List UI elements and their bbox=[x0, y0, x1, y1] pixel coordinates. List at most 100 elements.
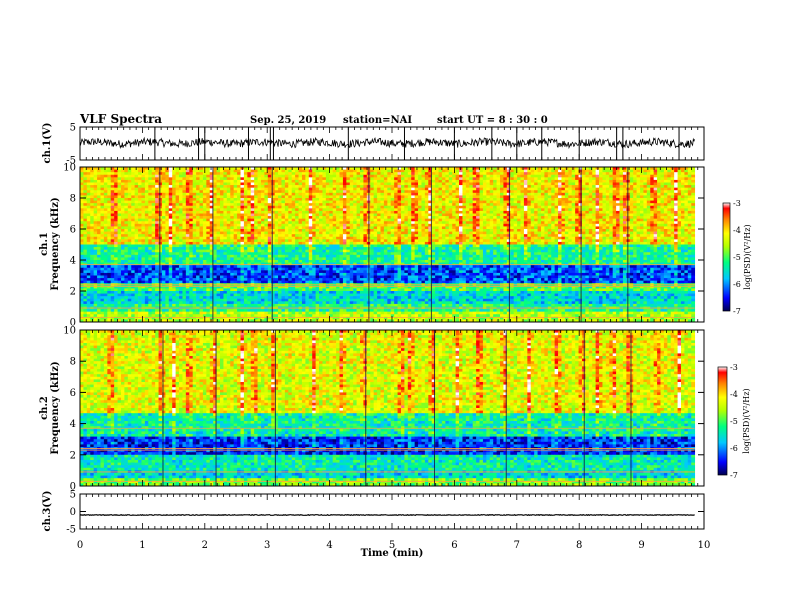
ch1-spectrogram-cell bbox=[340, 216, 344, 219]
ch1-spectrogram-cell bbox=[678, 208, 682, 211]
ch1-spectrogram-cell bbox=[370, 185, 374, 188]
ch1-spectrogram-cell bbox=[346, 226, 350, 229]
ch1-spectrogram-cell bbox=[213, 216, 217, 219]
ch1-spectrogram-cell bbox=[387, 172, 391, 175]
ch1-spectrogram-cell bbox=[473, 198, 477, 201]
ch1-spectrogram-cell bbox=[483, 180, 487, 183]
ch1-spectrogram-cell bbox=[275, 170, 279, 173]
ch1-spectrogram-cell bbox=[592, 232, 596, 235]
ch1-spectrogram-cell bbox=[131, 221, 135, 224]
ch1-spectrogram-cell bbox=[524, 211, 528, 214]
ch1-spectrogram-cell bbox=[575, 177, 579, 180]
ch1-spectrogram-cell bbox=[551, 190, 555, 193]
ch1-spectrogram-cell bbox=[223, 177, 227, 180]
ch1-spectrogram-cell bbox=[531, 188, 535, 191]
ch1-spectrogram-cell bbox=[688, 172, 692, 175]
ch1-spectrogram-cell bbox=[432, 208, 436, 211]
ch1-spectrogram-cell bbox=[322, 208, 326, 211]
ch1-spectrogram-cell bbox=[637, 175, 641, 178]
ch1-spectrogram-cell bbox=[674, 221, 678, 224]
ch1-spectrogram-cell bbox=[637, 226, 641, 229]
ch1-spectrogram-cell bbox=[620, 232, 624, 235]
ch1-spectrogram-cell bbox=[432, 185, 436, 188]
ch1-spectrogram-cell bbox=[254, 216, 258, 219]
ch1-spectrogram-cell bbox=[281, 175, 285, 178]
ch1-spectrogram-cell bbox=[288, 172, 292, 175]
ch1-spectrogram-cell bbox=[527, 229, 531, 232]
ch1-spectrogram-cell bbox=[346, 170, 350, 173]
ch1-spectrogram-cell bbox=[200, 211, 204, 214]
ch1-spectrogram-cell bbox=[80, 224, 84, 227]
ch1-spectrogram-cell bbox=[285, 185, 289, 188]
ch1-spectrogram-cell bbox=[572, 183, 576, 186]
ch1-spectrogram-cell bbox=[343, 188, 347, 191]
ch1-spectrogram-cell bbox=[220, 229, 224, 232]
ch1-spectrogram-cell bbox=[408, 203, 412, 206]
ch1-spectrogram-cell bbox=[261, 190, 265, 193]
ch1-spectrogram-cell bbox=[285, 201, 289, 204]
ch1-spectrogram-cell bbox=[172, 206, 176, 209]
ch1-spectrogram-cell bbox=[83, 201, 87, 204]
ch1-spectrogram-cell bbox=[640, 221, 644, 224]
ch1-spectrogram-cell bbox=[200, 172, 204, 175]
ch1-spectrogram-cell bbox=[647, 208, 651, 211]
ch1-spectrogram-cell bbox=[94, 193, 98, 196]
ch1-spectrogram-cell bbox=[281, 188, 285, 191]
ch1-spectrogram-cell bbox=[240, 234, 244, 237]
ch1-spectrogram-cell bbox=[97, 175, 101, 178]
ch1-spectrogram-cell bbox=[189, 201, 193, 204]
ch1-spectrogram-cell bbox=[169, 177, 173, 180]
ch1-spectrogram-cell bbox=[657, 214, 661, 217]
ch1-spectrogram-cell bbox=[124, 214, 128, 217]
ch1-spectrogram-cell bbox=[254, 185, 258, 188]
ch1-spectrogram-cell bbox=[541, 221, 545, 224]
ch1-spectrogram-cell bbox=[128, 170, 132, 173]
ch1-spectrogram-cell bbox=[131, 183, 135, 186]
ch1-spectrogram-cell bbox=[480, 193, 484, 196]
ch1-spectrogram-cell bbox=[258, 193, 262, 196]
ch1-spectrogram-cell bbox=[380, 172, 384, 175]
ch1-spectrogram-cell bbox=[493, 216, 497, 219]
ch1-spectrogram-cell bbox=[398, 203, 402, 206]
ch1-spectrogram-cell bbox=[452, 175, 456, 178]
ch1-spectrogram-cell bbox=[333, 214, 337, 217]
ch1-spectrogram-cell bbox=[141, 206, 145, 209]
ch1-spectrogram-cell bbox=[555, 214, 559, 217]
ch1-spectrogram-cell bbox=[404, 232, 408, 235]
ch1-spectrogram-cell bbox=[316, 211, 320, 214]
ch1-spectrogram-cell bbox=[398, 188, 402, 191]
ch1-spectrogram-cell bbox=[302, 214, 306, 217]
ch1-spectrogram-cell bbox=[681, 177, 685, 180]
ch1-spectrogram-cell bbox=[548, 206, 552, 209]
ch1-spectrogram-cell bbox=[295, 198, 299, 201]
ch1-spectrogram-cell bbox=[240, 190, 244, 193]
ch1-spectrogram-cell bbox=[357, 201, 361, 204]
ch1-spectrogram-cell bbox=[674, 203, 678, 206]
ch1-spectrogram-cell bbox=[370, 193, 374, 196]
ch1-spectrogram-cell bbox=[281, 193, 285, 196]
ch1-spectrogram-cell bbox=[244, 175, 248, 178]
ch1-spectrogram-cell bbox=[503, 175, 507, 178]
ch1-spectrogram-cell bbox=[121, 219, 125, 222]
ch1-spectrogram-cell bbox=[650, 232, 654, 235]
ch1-spectrogram-cell bbox=[145, 219, 149, 222]
ch1-spectrogram-cell bbox=[452, 183, 456, 186]
ch1-spectrogram-cell bbox=[425, 185, 429, 188]
ch1-spectrogram-cell bbox=[295, 203, 299, 206]
ch1-spectrogram-cell bbox=[288, 188, 292, 191]
ch1-spectrogram-cell bbox=[114, 175, 118, 178]
ch1-spectrogram-cell bbox=[616, 177, 620, 180]
ch1-spectrogram-cell bbox=[363, 224, 367, 227]
ch1-spectrogram-cell bbox=[456, 219, 460, 222]
ch1-spectrogram-cell bbox=[391, 195, 395, 198]
ch1-spectrogram-cell bbox=[650, 216, 654, 219]
ch1-spectrogram-cell bbox=[258, 183, 262, 186]
ch1-spectrogram-cell bbox=[319, 203, 323, 206]
ch1-spectrogram-cell bbox=[350, 219, 354, 222]
ch1-spectrogram-cell bbox=[589, 170, 593, 173]
ch1-spectrogram-cell bbox=[558, 229, 562, 232]
ch1-spectrogram-cell bbox=[292, 216, 296, 219]
ch1-spectrogram-cell bbox=[551, 183, 555, 186]
ch1-spectrogram-cell bbox=[220, 234, 224, 237]
ch1-spectrogram-cell bbox=[254, 175, 258, 178]
